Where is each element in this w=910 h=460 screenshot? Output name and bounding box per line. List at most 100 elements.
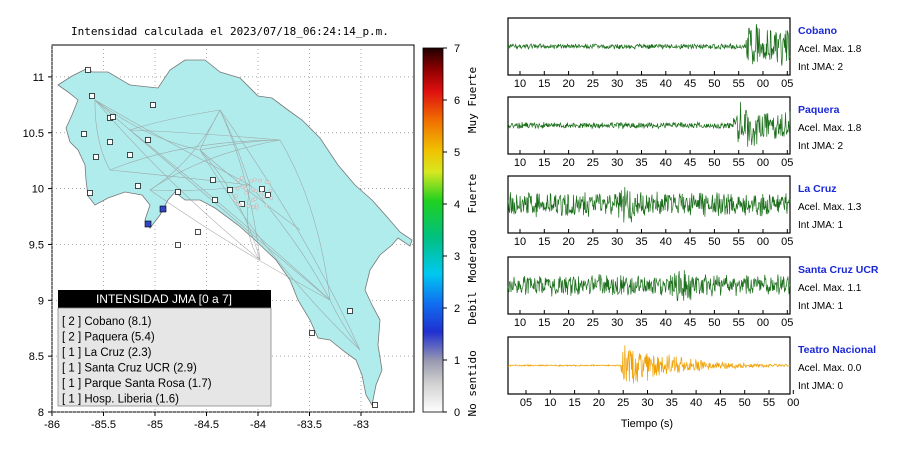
waveform-tick-label: 05 — [520, 397, 532, 409]
waveform-tick-label: 15 — [538, 236, 550, 248]
waveform-tick-label: 55 — [733, 236, 745, 248]
station-marker — [309, 330, 315, 336]
waveform-tick-label: 00 — [757, 78, 769, 90]
road — [329, 299, 361, 351]
waveform-tick-label: 55 — [763, 397, 775, 409]
waveform-tick-label: 05 — [781, 236, 793, 248]
colorbar-category-label: No sentido — [466, 350, 479, 416]
station-marker — [93, 154, 99, 160]
waveform-tick-label: 25 — [587, 78, 599, 90]
waveform-tick-label: 15 — [568, 397, 580, 409]
waveform-tick-label: 00 — [757, 317, 769, 329]
legend-item: [ 1 ] Hosp. Liberia (1.6) — [62, 394, 179, 406]
waveform-tick-label: 45 — [684, 157, 696, 169]
waveform-tick-label: 00 — [757, 236, 769, 248]
waveform-tick-label: 40 — [660, 157, 672, 169]
waveform-tick-label: 45 — [684, 78, 696, 90]
legend-body — [57, 307, 272, 407]
waveform-tick-label: 35 — [635, 78, 647, 90]
station-name: Santa Cruz UCR — [798, 264, 879, 276]
station-marker-paquera — [159, 205, 167, 213]
city-dot — [234, 194, 238, 198]
station-marker — [107, 139, 113, 145]
station-marker — [212, 197, 218, 203]
road — [279, 139, 331, 301]
waveform-panel: 10 15 20 25 30 35 40 45 50 55 00 05 La Cruz Acel. Max… — [507, 175, 862, 248]
colorbar-category-label: Fuerte — [466, 174, 479, 214]
waveform-tick-label: 15 — [538, 157, 550, 169]
station-jma-intensity: Int JMA: 2 — [798, 141, 843, 152]
city-dot — [239, 176, 244, 180]
station-marker — [265, 192, 271, 198]
city-dot — [235, 186, 240, 191]
road — [199, 149, 361, 351]
station-marker — [127, 152, 133, 158]
colorbar-tick-label: 4 — [454, 199, 460, 211]
colorbar-tick-label: 0 — [454, 407, 460, 419]
waveform-tick-label: 35 — [666, 397, 678, 409]
city-dot — [261, 195, 266, 199]
waveform-tick-label: 40 — [690, 397, 702, 409]
station-marker — [227, 187, 233, 193]
waveform-tick-label: 10 — [514, 317, 526, 329]
city-dot — [238, 203, 242, 207]
waveform-panel: 10 15 20 25 30 35 40 45 50 55 00 05 Santa Cruz UCR Ac… — [507, 256, 879, 329]
city-dot — [258, 178, 262, 183]
station-marker — [110, 114, 116, 120]
road — [129, 109, 221, 131]
station-marker — [210, 177, 216, 183]
colorbar-category-label: Debil — [466, 291, 479, 324]
waveform-trace — [507, 345, 791, 384]
waveform-tick-label: 30 — [611, 157, 623, 169]
waveform-tick-label: 30 — [641, 397, 653, 409]
city-dot — [246, 204, 251, 208]
waveform-tick-label: 05 — [781, 157, 793, 169]
station-name: Cobano — [798, 25, 837, 37]
waveform-tick-label: 30 — [611, 317, 623, 329]
road — [219, 109, 361, 351]
station-marker — [150, 102, 156, 108]
waveform-tick-label: 20 — [562, 157, 574, 169]
road — [199, 149, 301, 231]
waveform-tick-label: 35 — [635, 157, 647, 169]
waveform-tick-label: 50 — [708, 236, 720, 248]
city-dot — [268, 188, 273, 193]
waveform-tick-label: 30 — [611, 78, 623, 90]
station-name: La Cruz — [798, 183, 837, 195]
station-marker — [372, 402, 378, 408]
map-tick-label-x: -86 — [44, 419, 60, 431]
city-dot — [240, 185, 245, 189]
city-dot — [264, 203, 269, 208]
city-dot — [269, 196, 274, 201]
legend-title: INTENSIDAD JMA [0 a 7] — [96, 292, 232, 306]
waveform-tick-label: 45 — [684, 317, 696, 329]
station-jma-intensity: Int JMA: 1 — [798, 220, 843, 231]
city-dot — [236, 178, 241, 182]
station-name: Paquera — [798, 104, 840, 116]
station-marker — [259, 186, 265, 192]
legend-item: [ 1 ] Santa Cruz UCR (2.9) — [62, 363, 197, 375]
intensity-legend: INTENSIDAD JMA [0 a 7] [ 2 ] Cobano (8.1… — [57, 290, 272, 407]
waveform-xlabel: Tiempo (s) — [621, 418, 673, 430]
waveform-tick-label: 05 — [781, 78, 793, 90]
waveform-trace — [507, 270, 791, 302]
station-marker — [175, 189, 181, 195]
waveform-tick-label: 00 — [787, 397, 799, 409]
waveform-tick-label: 10 — [514, 157, 526, 169]
waveform-tick-label: 55 — [733, 317, 745, 329]
road — [109, 139, 281, 171]
waveform-tick-label: 25 — [587, 236, 599, 248]
city-dot — [259, 191, 264, 195]
map-tick-label-y: 8 — [38, 407, 44, 419]
colorbar-gradient — [422, 47, 444, 413]
station-marker — [135, 183, 141, 189]
road — [94, 99, 201, 151]
station-marker — [347, 308, 353, 314]
station-max-accel: Acel. Max. 1.3 — [798, 202, 862, 213]
waveform-tick-label: 40 — [660, 78, 672, 90]
map-tick-label-y: 9.5 — [29, 239, 44, 251]
waveform-tick-label: 20 — [593, 397, 605, 409]
waveform-trace — [507, 186, 791, 223]
waveform-tick-label: 10 — [544, 397, 556, 409]
waveform-tick-label: 50 — [708, 317, 720, 329]
